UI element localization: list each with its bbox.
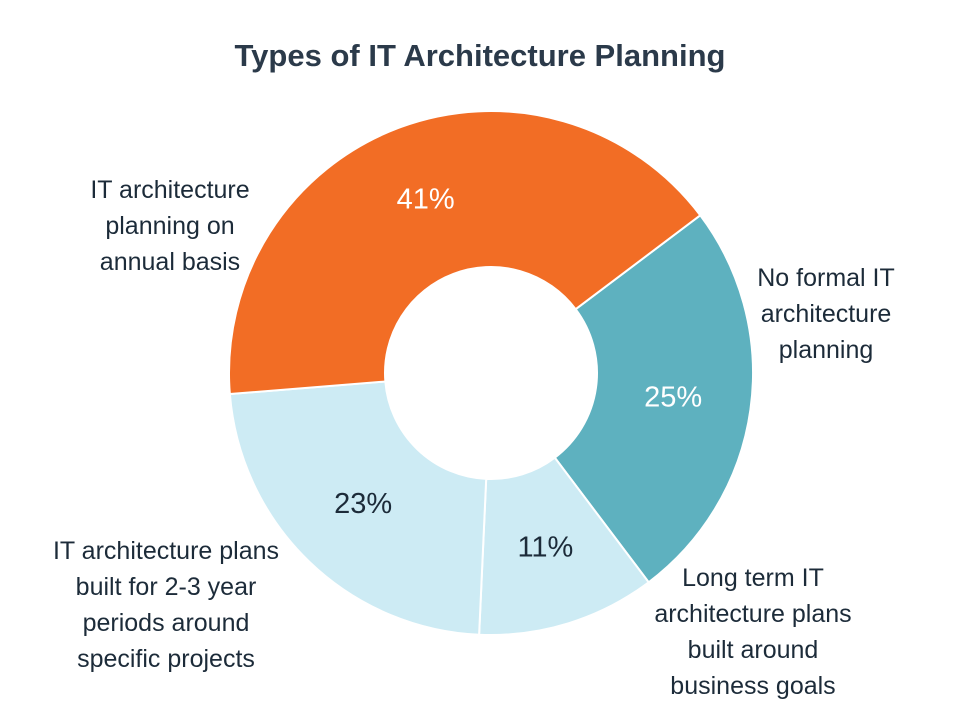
slice-label-line: architecture: [760, 300, 892, 328]
slice-label-line: built for 2-3 year: [75, 573, 257, 601]
value-label-41: 41%: [397, 184, 455, 216]
value-label-11: 11%: [517, 531, 573, 563]
slice-label-line: architecture plans: [654, 600, 852, 628]
slice-label-line: annual basis: [99, 248, 241, 276]
slice-label-2-3-year-plans: IT architecture plans built for 2-3 year…: [26, 533, 306, 677]
slice-label-line: periods around: [82, 609, 250, 637]
slice-label-line: built around: [687, 636, 819, 664]
slice-annual-planning: [228, 110, 702, 396]
slice-label-line: No formal IT: [757, 264, 895, 292]
slice-label-line: Long term IT: [682, 564, 824, 592]
slice-long-term-plans: [478, 456, 651, 636]
slice-label-line: planning: [778, 336, 874, 364]
slice-label-no-formal-planning: No formal IT architecture planning: [736, 260, 916, 368]
slice-label-annual-planning: IT architecture planning on annual basis: [60, 172, 280, 280]
slice-no-formal-planning: [553, 213, 754, 584]
slice-label-line: IT architecture: [90, 176, 250, 204]
slice-2-3-year-plans: [228, 380, 488, 636]
value-label-25: 25%: [644, 381, 702, 413]
slice-label-line: specific projects: [77, 645, 255, 673]
chart-title: Types of IT Architecture Planning: [234, 38, 726, 73]
value-label-23: 23%: [334, 488, 392, 520]
slice-label-line: business goals: [670, 672, 836, 700]
slice-label-long-term-plans: Long term IT architecture plans built ar…: [628, 560, 878, 704]
slice-label-line: IT architecture plans: [52, 537, 280, 565]
slice-label-line: planning on: [105, 212, 235, 240]
